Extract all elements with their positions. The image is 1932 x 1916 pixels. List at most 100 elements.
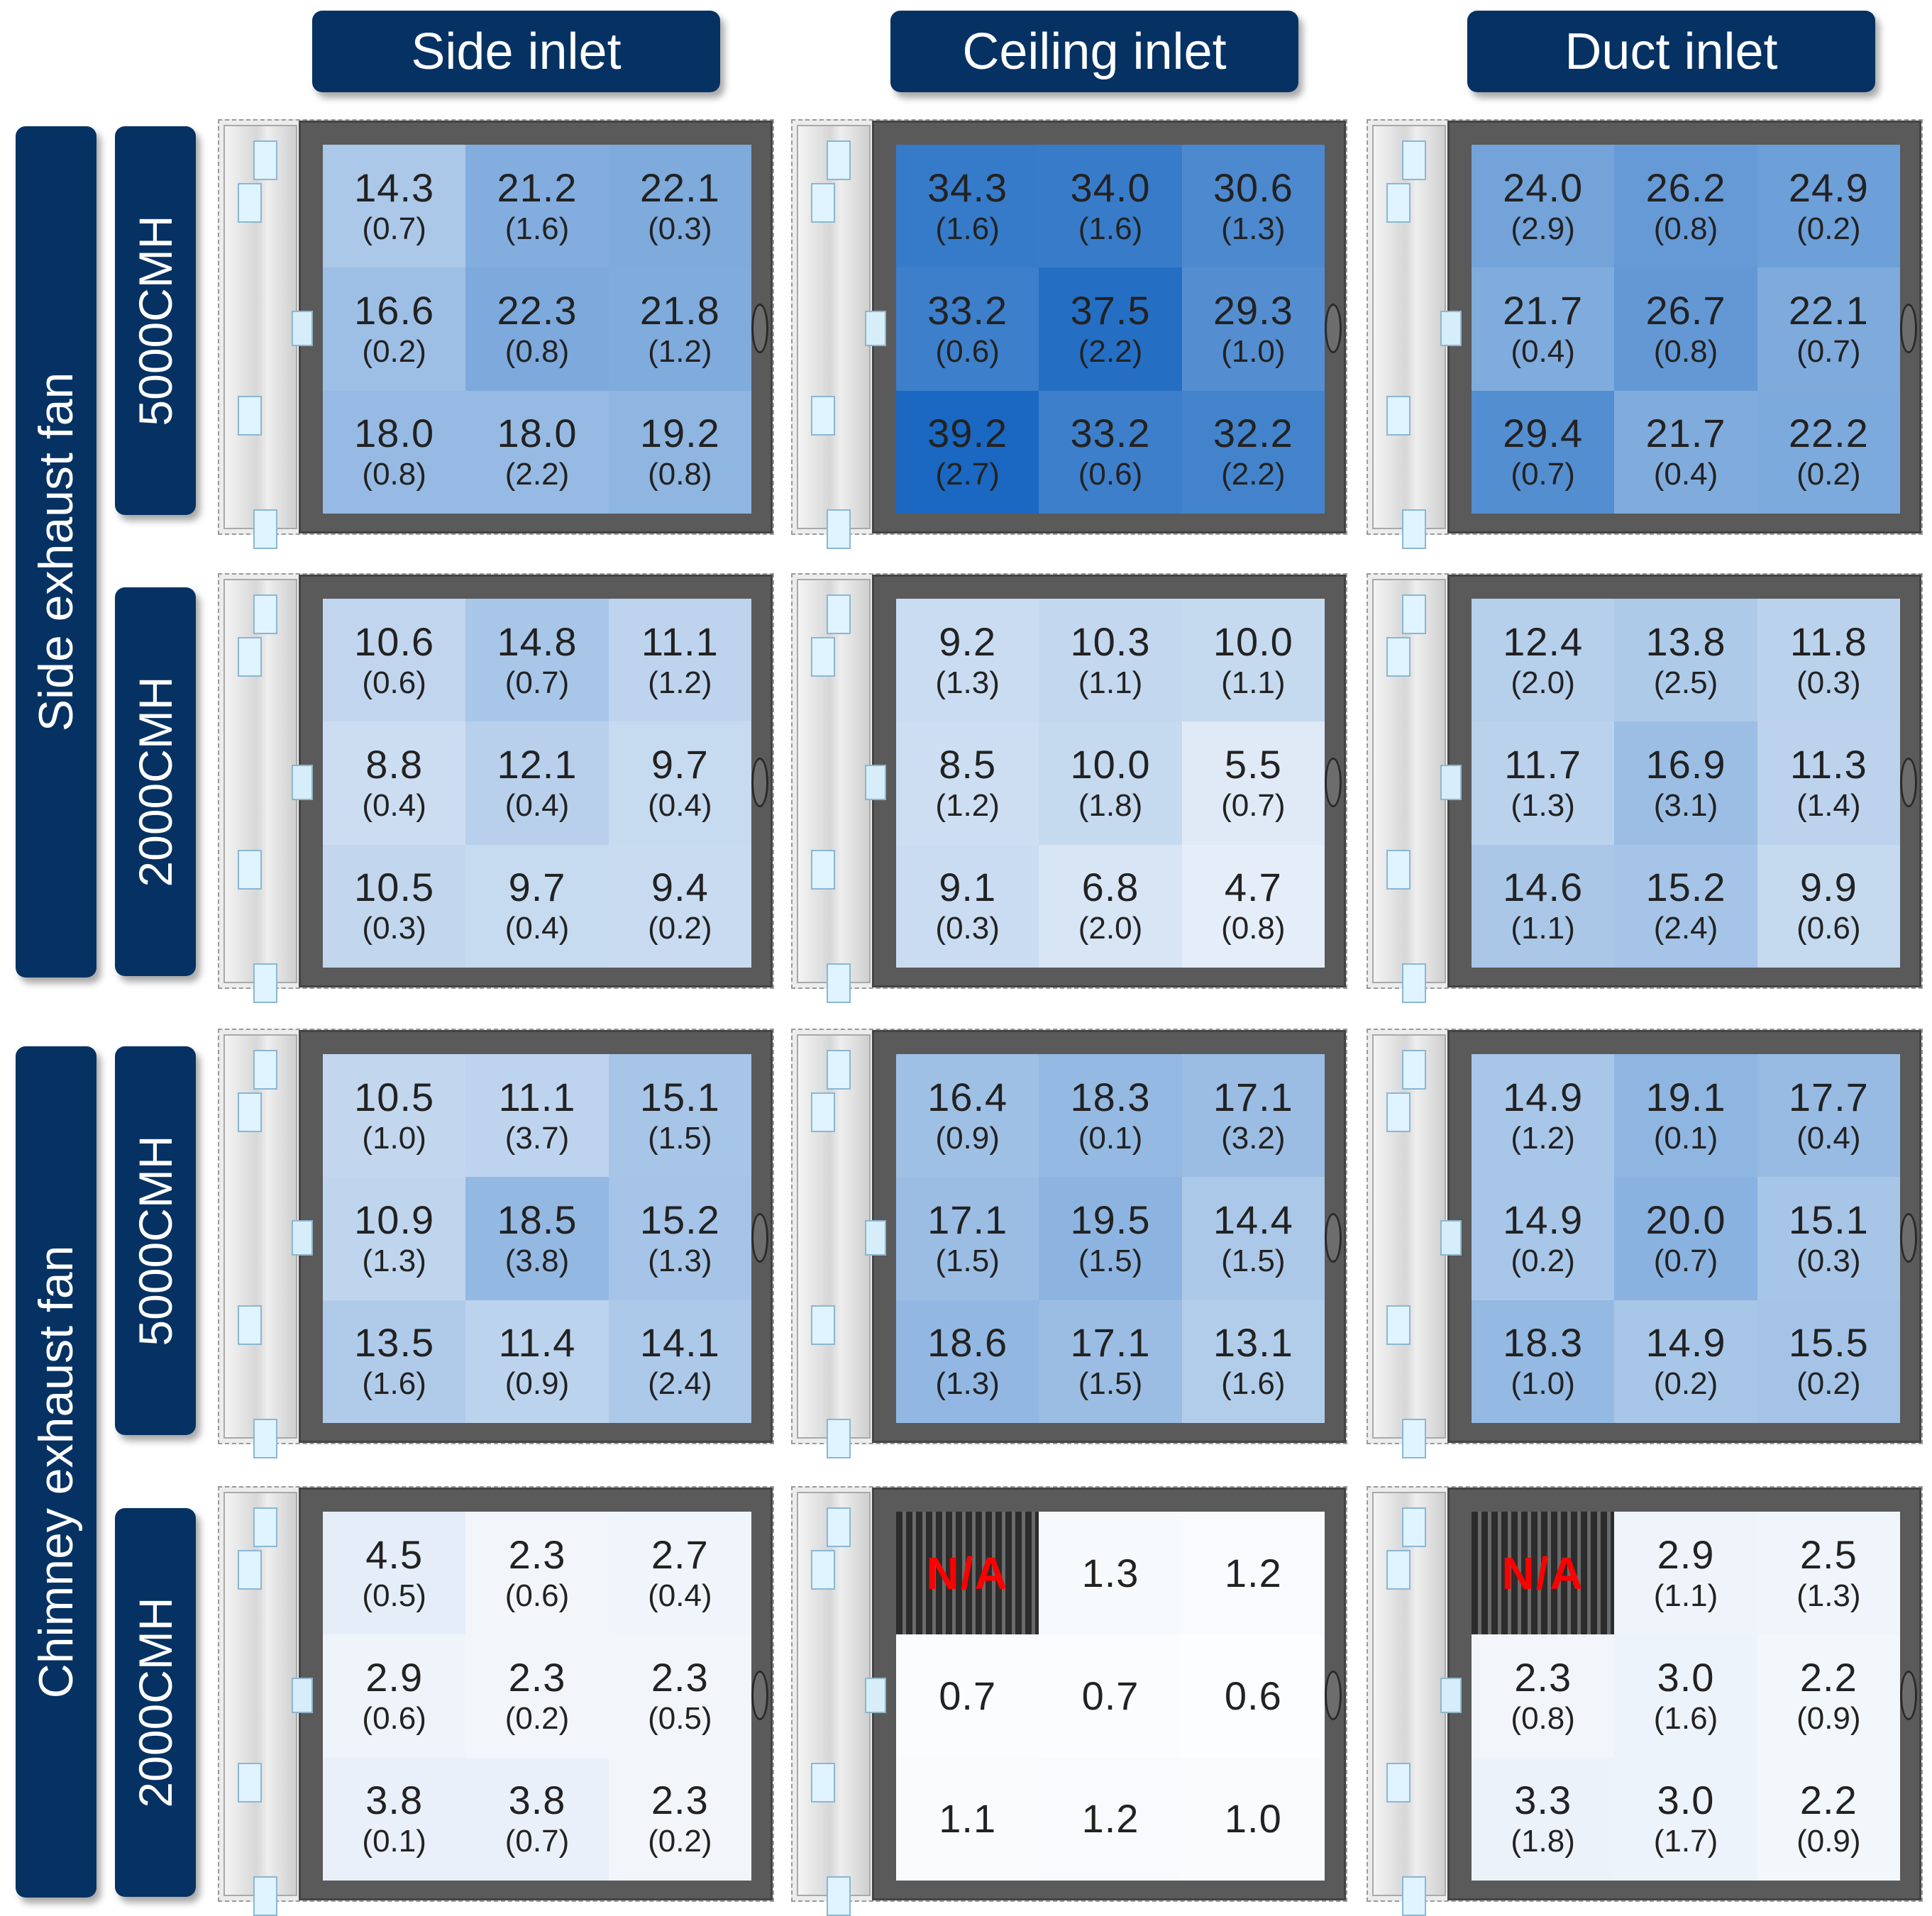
cell-sd-value: (0.1) [1078,1120,1143,1156]
cell-mean-value: 3.8 [508,1778,566,1823]
heatmap-cell: 5.5 (0.7) [1181,721,1325,845]
cell-sd-value: (1.3) [362,1243,426,1278]
cell-mean-value: 30.6 [1213,165,1293,210]
column-header-duct-inlet: Duct inlet [1467,11,1875,92]
heatmap-cell: 17.1 (3.2) [1181,1054,1325,1178]
door-illustration [1372,125,1446,549]
cell-mean-value: 18.0 [497,411,578,456]
column-header-label: Duct inlet [1564,23,1778,80]
heatmap-cell: 1.3 [1039,1512,1182,1635]
cell-mean-value: 22.1 [639,165,720,210]
cell-mean-value: 0.7 [1081,1673,1139,1718]
cell-mean-value: 17.1 [927,1197,1008,1242]
cell-mean-value: 24.0 [1503,165,1584,210]
heatmap-cell: 19.5 (1.5) [1039,1177,1182,1300]
cell-sd-value: (1.7) [1653,1824,1718,1859]
heatmap-cell: 15.1 (1.5) [608,1054,751,1178]
window-vent [1402,594,1426,634]
window-vent [253,1876,277,1916]
air-inlet [292,1678,313,1713]
heatmap-panel: 16.4 (0.9) 18.3 (0.1) 17.1 (3.2) 17.1 (1.5) 19.5… [791,1029,1347,1458]
heatmap-cell: 18.3 (0.1) [1039,1054,1182,1178]
cell-mean-value: 13.8 [1645,619,1726,664]
cell-mean-value: 1.0 [1224,1796,1282,1842]
column-header-side-inlet: Side inlet [312,11,720,92]
heatmap-cell: 11.1 (1.2) [608,599,751,722]
door-illustration [1372,579,1446,1003]
cell-sd-value: (0.6) [1796,911,1861,946]
cell-sd-value: (0.6) [1078,457,1143,492]
cell-sd-value: (0.5) [362,1578,426,1613]
row-label-chimney-2000cmh: 2000CMH [115,1508,196,1897]
door-illustration [1372,1492,1446,1916]
cell-mean-value: 22.3 [497,287,578,333]
cell-sd-value: (1.2) [648,333,712,369]
door-illustration [223,579,297,1003]
heatmap-cell: 9.7 (0.4) [465,844,609,968]
heatmap-cell: 33.2 (0.6) [896,267,1039,391]
cell-mean-value: 14.6 [1503,865,1584,910]
cell-mean-value: 6.8 [1081,865,1139,910]
heatmap-cell: 13.1 (1.6) [1181,1300,1325,1423]
cell-sd-value: (0.7) [362,211,426,246]
cell-mean-value: 29.3 [1213,287,1293,333]
heatmap-panel: 4.5 (0.5) 2.3 (0.6) 2.7 (0.4) 2.9 (0.6) 2.3 (0.2)… [218,1486,774,1916]
cell-sd-value: (0.3) [935,911,1000,946]
heatmap-cell: 26.7 (0.8) [1614,267,1757,391]
row-group-side-exhaust-fan: Side exhaust fan [16,126,96,978]
heatmap-cell: 18.0 (2.2) [465,390,609,514]
window-vent [827,509,851,549]
cell-mean-value: 11.8 [1789,619,1867,664]
cell-sd-value: (0.8) [362,457,426,492]
window-vent [827,1876,851,1916]
heatmap-cell: 9.1 (0.3) [896,844,1039,968]
heatmap-cell: 11.3 (1.4) [1757,721,1900,845]
heatmap-cell: 15.1 (0.3) [1757,1177,1900,1300]
cell-mean-value: 9.2 [939,619,997,664]
cell-mean-value: 3.3 [1514,1778,1572,1823]
window-vent [827,1050,851,1090]
heatmap-cell: 14.1 (2.4) [608,1300,751,1423]
cell-sd-value: (1.2) [1511,1120,1575,1156]
air-inlet [865,1678,886,1713]
cell-mean-value: 9.7 [508,865,566,910]
cell-mean-value: 4.5 [365,1532,424,1577]
heatmap-grid: 4.5 (0.5) 2.3 (0.6) 2.7 (0.4) 2.9 (0.6) 2.3 (0.2)… [323,1512,751,1881]
cell-sd-value: (0.7) [1221,787,1286,823]
cell-sd-value: (0.2) [1796,211,1861,246]
cell-mean-value: 18.5 [497,1197,578,1242]
cell-sd-value: (1.3) [648,1243,712,1278]
cell-mean-value: 10.0 [1213,619,1293,664]
cell-mean-value: 8.8 [365,741,424,787]
cell-sd-value: (0.2) [1653,1366,1718,1402]
heatmap-cell: 9.7 (0.4) [608,721,751,845]
heatmap-cell: 21.8 (1.2) [608,267,751,391]
row-label-side-5000cmh: 5000CMH [115,126,196,515]
cell-sd-value: (2.0) [1511,665,1575,700]
cell-sd-value: (0.4) [1653,457,1718,492]
cell-sd-value: (1.5) [935,1243,1000,1278]
window-vent [253,509,277,549]
window-vent [827,140,851,180]
cell-sd-value: (0.7) [504,1824,570,1859]
cell-sd-value: (1.2) [935,787,1000,823]
window-vent [1402,1050,1426,1090]
heatmap-cell: 1.2 [1039,1757,1182,1881]
air-inlet [1440,1678,1462,1713]
cell-sd-value: (0.8) [1653,333,1718,369]
cell-mean-value: 12.4 [1503,619,1584,664]
cell-mean-value: 18.6 [927,1320,1008,1366]
cell-sd-value: (1.5) [1221,1243,1286,1278]
cell-mean-value: 37.5 [1070,287,1151,333]
cell-sd-value: (2.2) [1078,333,1143,369]
window-vent [1386,850,1411,890]
cell-mean-value: 9.4 [651,865,709,910]
heatmap-grid: 24.0 (2.9) 26.2 (0.8) 24.9 (0.2) 21.7 (0.4) 26.7… [1472,145,1900,514]
cell-mean-value: 10.5 [354,1074,435,1119]
cell-sd-value: (2.4) [1653,911,1718,946]
heatmap-panel: 10.6 (0.6) 14.8 (0.7) 11.1 (1.2) 8.8 (0.4) 12.1(… [218,573,774,1003]
cell-mean-value: 19.1 [1645,1074,1726,1119]
cell-mean-value: 3.0 [1657,1778,1715,1823]
window-vent [253,963,277,1003]
row-label-side-2000cmh: 2000CMH [115,587,196,976]
